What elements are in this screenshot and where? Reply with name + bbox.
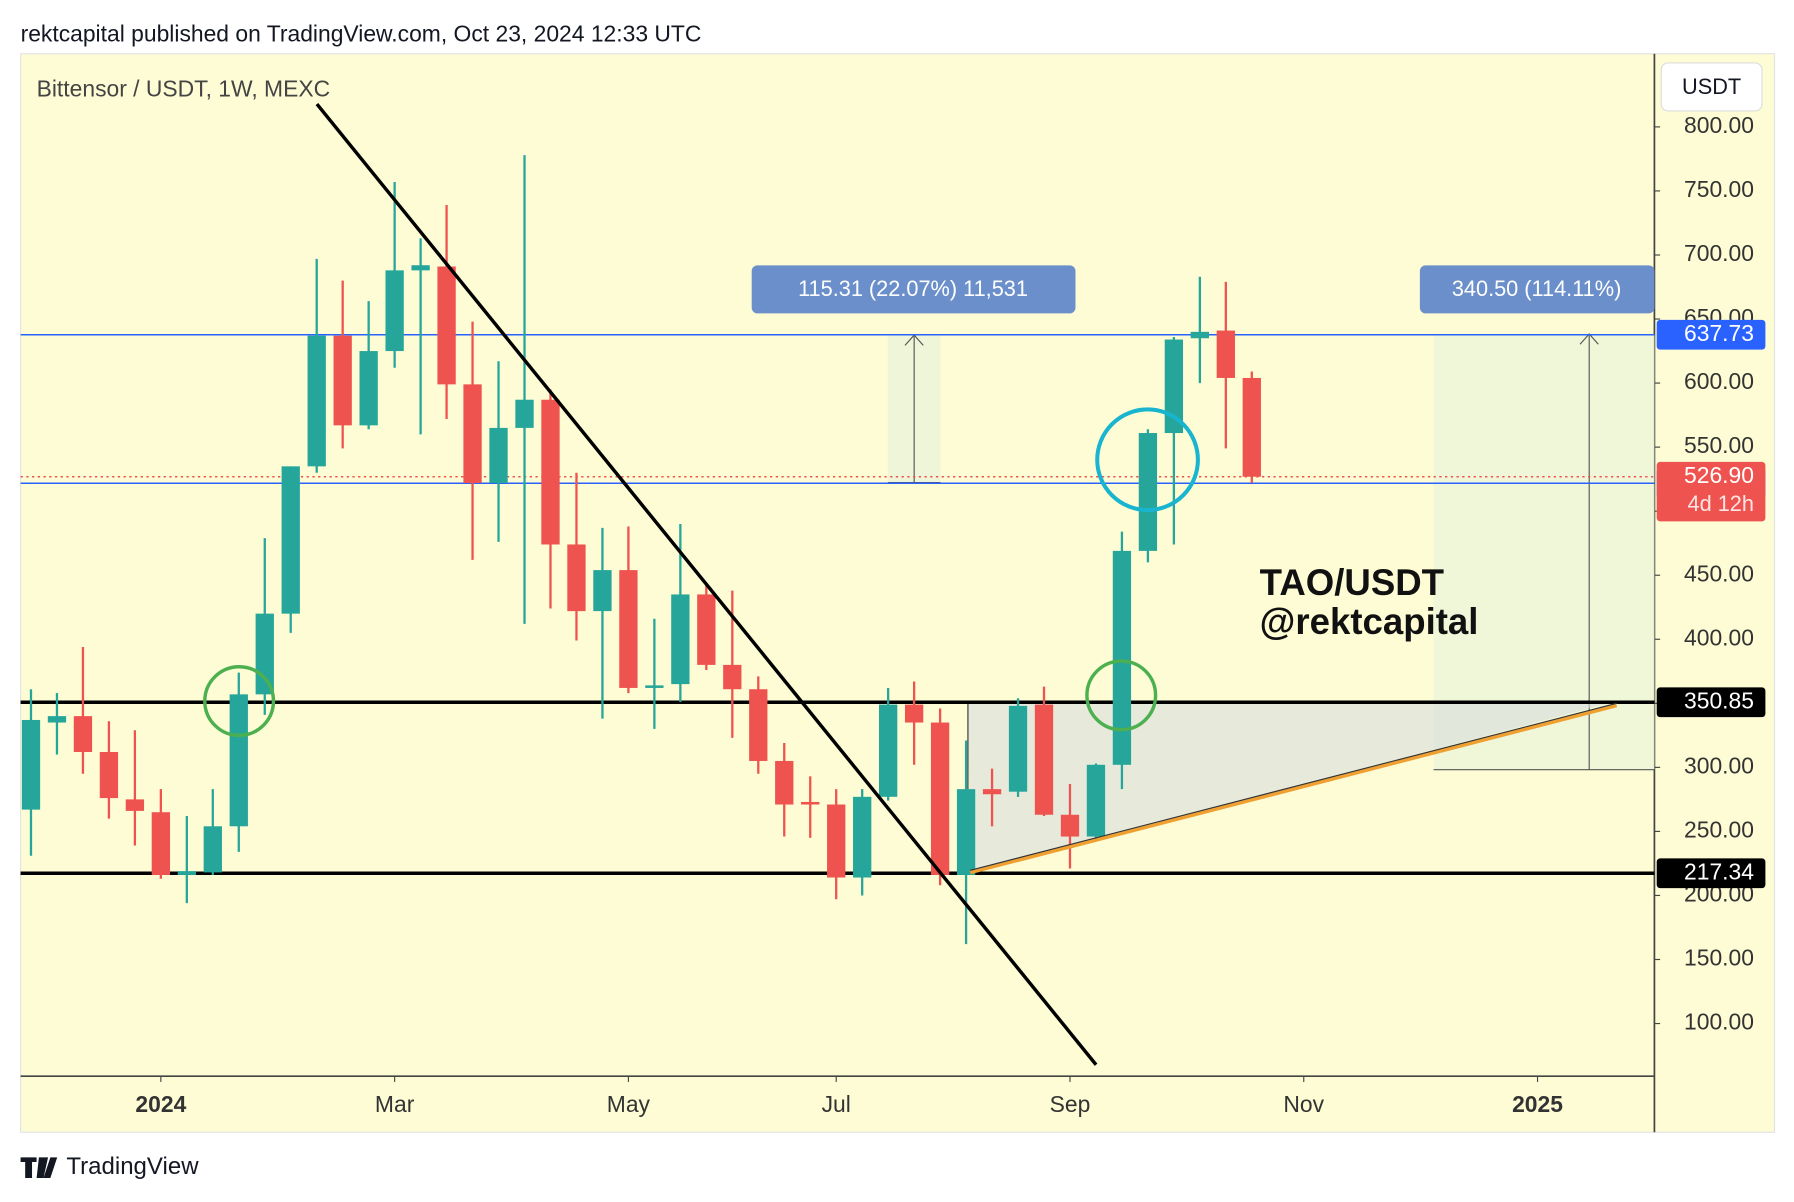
candle-body <box>982 789 1002 795</box>
candle-body <box>541 399 560 545</box>
candle-body <box>930 722 950 875</box>
candle-body <box>697 594 716 665</box>
candle-body <box>515 399 534 428</box>
candle-body <box>333 335 352 426</box>
candle-body <box>463 384 482 483</box>
price-label: 526.90 <box>1684 462 1754 488</box>
arrow-head <box>1579 333 1599 345</box>
candle-body <box>904 704 924 723</box>
candle-body <box>1164 339 1184 434</box>
candle-body <box>21 719 41 810</box>
measure-label: 340.50 (114.11%) <box>1452 276 1621 301</box>
price-label-bg <box>1656 319 1766 350</box>
candle-body <box>853 796 872 878</box>
circle <box>1095 407 1200 513</box>
candle-body <box>956 789 976 875</box>
x-tick-label: Sep <box>1050 1091 1091 1117</box>
candle-body <box>73 716 93 752</box>
candle-body <box>593 570 612 612</box>
candle-body <box>281 466 300 614</box>
y-tick-label: 300.00 <box>1684 752 1754 778</box>
candle-body <box>229 694 248 827</box>
candle-body <box>645 685 664 688</box>
candle-body <box>1190 331 1210 339</box>
header: rektcapital published on TradingView.com… <box>21 21 702 47</box>
candle-body <box>1086 764 1106 837</box>
y-tick-label: 400.00 <box>1684 624 1754 650</box>
measure-label: 115.31 (22.07%) 11,531 <box>798 276 1028 301</box>
x-tick-label: Nov <box>1283 1091 1324 1117</box>
y-tick-label: 450.00 <box>1684 560 1754 586</box>
currency[interactable]: USDT <box>1682 74 1741 99</box>
candle-body <box>411 265 430 271</box>
y-tick-label: 550.00 <box>1684 432 1754 458</box>
candle-body <box>255 613 274 695</box>
price-label-bg <box>1656 687 1766 718</box>
y-tick-label: 250.00 <box>1684 816 1754 842</box>
y-tick-label: 700.00 <box>1684 240 1754 266</box>
candle-body <box>177 871 196 875</box>
x-tick-label: Jul <box>822 1091 851 1117</box>
watermark: TAO/USDT <box>1260 562 1444 603</box>
footer: TradingView <box>66 1153 199 1180</box>
candle-body <box>1216 330 1235 378</box>
trendline <box>969 703 1618 875</box>
x-tick-label: May <box>607 1091 651 1117</box>
candle-body <box>723 664 742 690</box>
y-tick-label: 800.00 <box>1684 112 1754 138</box>
candle-body <box>307 335 326 467</box>
candle-body <box>775 760 794 805</box>
candle-body <box>203 826 222 873</box>
x-tick-label: 2025 <box>1512 1091 1563 1117</box>
candle-body <box>489 427 508 483</box>
circle <box>1085 659 1158 732</box>
circle <box>203 665 276 738</box>
candle-body <box>1242 377 1261 477</box>
candle-body <box>827 804 846 878</box>
price-label: 217.34 <box>1684 858 1754 884</box>
candle-body <box>1060 814 1080 837</box>
candle-body <box>619 570 638 688</box>
watermark: @rektcapital <box>1260 601 1479 642</box>
measure-label-bg <box>1419 265 1655 314</box>
measure-label-bg <box>751 265 1076 314</box>
price-label: 350.85 <box>1684 687 1754 713</box>
candle-body <box>359 351 378 426</box>
chart-title: Bittensor / USDT, 1W, MEXC <box>37 75 330 101</box>
candle-body <box>437 266 456 385</box>
y-tick-label: 750.00 <box>1684 176 1754 202</box>
trendline <box>970 702 1617 871</box>
candle-body <box>671 594 690 685</box>
logo <box>20 1157 58 1178</box>
y-tick-label: 150.00 <box>1684 945 1754 971</box>
candle-body <box>749 689 768 761</box>
x-tick-label: Mar <box>375 1091 415 1117</box>
candle-body <box>1112 550 1132 765</box>
price-label-bg <box>1656 858 1766 889</box>
trendline <box>315 102 1098 1066</box>
measure-area <box>1433 333 1655 770</box>
candle-body <box>567 544 586 612</box>
y-tick-label: 100.00 <box>1684 1009 1754 1035</box>
candle-body <box>99 751 119 799</box>
price-label-bg <box>1656 461 1766 522</box>
countdown: 4d 12h <box>1688 491 1754 516</box>
candle-body <box>879 704 898 797</box>
candle-body <box>1008 705 1028 792</box>
candle-body <box>125 799 145 811</box>
currency-button[interactable] <box>1660 62 1763 112</box>
candle-body <box>385 270 404 352</box>
y-tick-label: 600.00 <box>1684 368 1754 394</box>
candle-body <box>47 716 67 723</box>
x-tick-label: 2024 <box>135 1091 186 1117</box>
price-label: 637.73 <box>1684 320 1754 346</box>
candle-body <box>151 812 171 875</box>
candle-body <box>1138 433 1158 551</box>
candle-body <box>801 801 820 805</box>
candle-body <box>1034 704 1054 815</box>
